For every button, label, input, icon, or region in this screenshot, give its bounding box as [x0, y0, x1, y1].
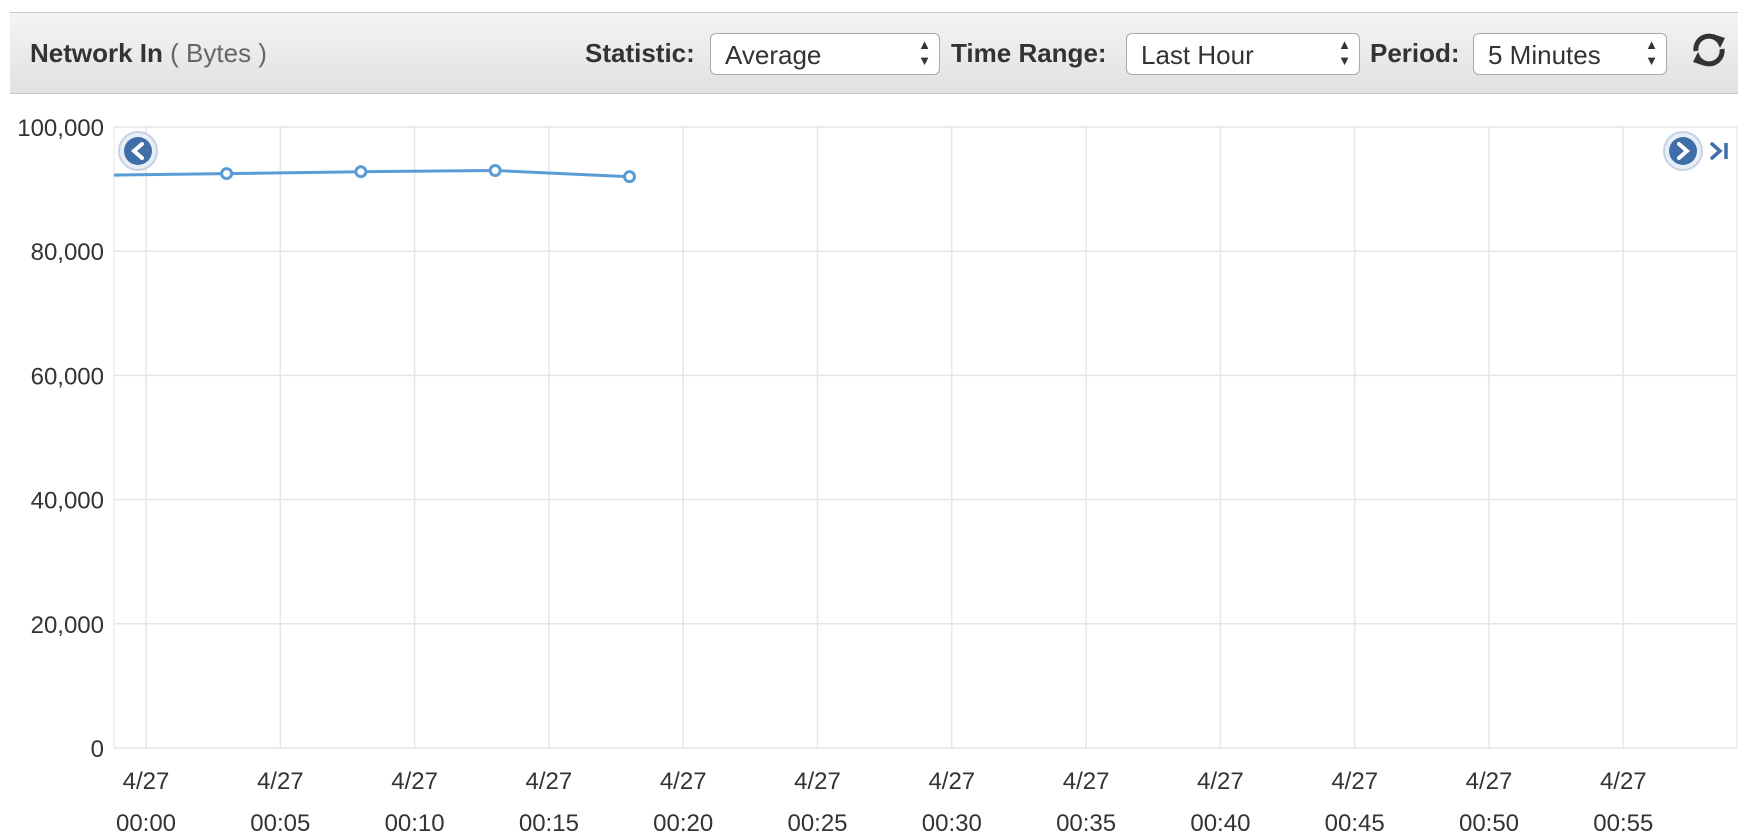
x-tick-date: 4/27 [660, 768, 707, 795]
x-tick-date: 4/27 [526, 768, 573, 795]
statistic-label: Statistic: [585, 38, 695, 68]
y-tick-label: 0 [91, 736, 104, 763]
x-tick-date: 4/27 [794, 768, 841, 795]
pan-right-button[interactable] [1663, 131, 1703, 171]
x-tick-time: 00:35 [1056, 810, 1116, 837]
x-tick-time: 00:25 [787, 810, 847, 837]
x-tick-time: 00:40 [1190, 810, 1250, 837]
metric-name: Network In [30, 38, 163, 68]
x-tick-date: 4/27 [1331, 768, 1378, 795]
data-point [488, 163, 502, 177]
x-tick-date: 4/27 [1600, 768, 1647, 795]
x-tick-date: 4/27 [1063, 768, 1110, 795]
plot-area [113, 126, 1738, 749]
y-tick-label: 40,000 [31, 488, 104, 515]
jump-to-end-icon [1710, 142, 1723, 160]
statistic-select-value: Average [725, 40, 822, 70]
y-tick-label: 80,000 [31, 239, 104, 266]
x-tick-time: 00:45 [1325, 810, 1385, 837]
metric-unit: ( Bytes ) [170, 38, 267, 68]
period-label: Period: [1370, 38, 1460, 68]
metric-title: Network In ( Bytes ) [30, 38, 267, 69]
x-tick-time: 00:20 [653, 810, 713, 837]
x-tick-date: 4/27 [123, 768, 170, 795]
x-tick-time: 00:50 [1459, 810, 1519, 837]
time-range-label: Time Range: [951, 38, 1107, 68]
chevron-right-icon [1677, 142, 1691, 160]
y-tick-label: 60,000 [31, 363, 104, 390]
time-range-select-value: Last Hour [1141, 40, 1254, 70]
time-range-select[interactable]: Last Hour ▲ ▼ [1126, 33, 1360, 75]
chart-toolbar: Network In ( Bytes ) Statistic: Average … [10, 12, 1738, 94]
select-arrows-icon: ▲ ▼ [918, 37, 931, 68]
x-tick-time: 00:05 [250, 810, 310, 837]
x-tick-time: 00:15 [519, 810, 579, 837]
x-tick-date: 4/27 [928, 768, 975, 795]
jump-to-end-button[interactable] [1710, 142, 1728, 160]
x-tick-time: 00:55 [1593, 810, 1653, 837]
x-tick-time: 00:00 [116, 810, 176, 837]
x-tick-date: 4/27 [391, 768, 438, 795]
refresh-icon[interactable] [1688, 29, 1730, 71]
chevron-left-icon [130, 142, 144, 160]
data-point [354, 165, 368, 179]
period-select[interactable]: 5 Minutes ▲ ▼ [1473, 33, 1667, 75]
period-select-value: 5 Minutes [1488, 40, 1601, 70]
statistic-select[interactable]: Average ▲ ▼ [710, 33, 940, 75]
y-tick-label: 20,000 [31, 612, 104, 639]
select-arrows-icon: ▲ ▼ [1645, 37, 1658, 68]
x-tick-date: 4/27 [1466, 768, 1513, 795]
pan-left-button[interactable] [118, 131, 158, 171]
y-tick-label: 100,000 [17, 115, 104, 142]
x-tick-date: 4/27 [257, 768, 304, 795]
x-tick-time: 00:10 [385, 810, 445, 837]
pan-left-disc [124, 137, 152, 165]
pan-right-disc [1669, 137, 1697, 165]
x-tick-date: 4/27 [1197, 768, 1244, 795]
x-tick-time: 00:30 [922, 810, 982, 837]
select-arrows-icon: ▲ ▼ [1338, 37, 1351, 68]
data-point [622, 170, 636, 184]
data-point [220, 167, 234, 181]
